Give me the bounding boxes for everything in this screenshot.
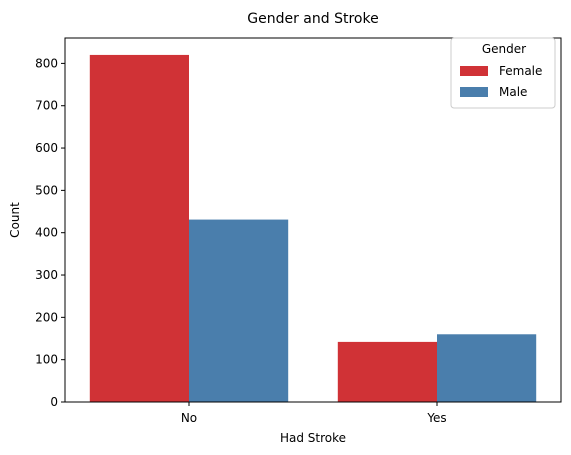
y-axis: 0 100 200 300 400 500 600 700 800: [35, 56, 65, 409]
plot-frame: [64, 37, 562, 403]
chart-title: Gender and Stroke: [247, 11, 378, 27]
x-axis-label: Had Stroke: [280, 431, 346, 445]
legend-swatch-female: [460, 66, 488, 76]
y-tick-label: 100: [35, 353, 58, 367]
y-tick-label: 300: [35, 268, 58, 282]
legend-title: Gender: [482, 42, 526, 56]
bars-group: [89, 54, 537, 402]
y-tick-label: 700: [35, 99, 58, 113]
x-axis: No Yes: [181, 402, 447, 425]
x-tick-label: Yes: [426, 411, 446, 425]
y-tick-label: 600: [35, 141, 58, 155]
legend: Gender Female Male: [450, 37, 556, 109]
y-tick-label: 500: [35, 183, 58, 197]
legend-label-female: Female: [499, 64, 542, 78]
bar-female-no: [89, 54, 189, 402]
bar-female-yes: [337, 341, 437, 402]
y-tick-label: 400: [35, 226, 58, 240]
y-tick-label: 200: [35, 310, 58, 324]
legend-swatch-male: [460, 87, 488, 97]
x-tick-label: No: [181, 411, 197, 425]
y-tick-label: 0: [50, 395, 58, 409]
bar-male-no: [189, 219, 289, 402]
legend-label-male: Male: [499, 85, 527, 99]
y-axis-label: Count: [8, 202, 22, 238]
y-tick-label: 800: [35, 56, 58, 70]
bar-male-yes: [437, 334, 537, 402]
